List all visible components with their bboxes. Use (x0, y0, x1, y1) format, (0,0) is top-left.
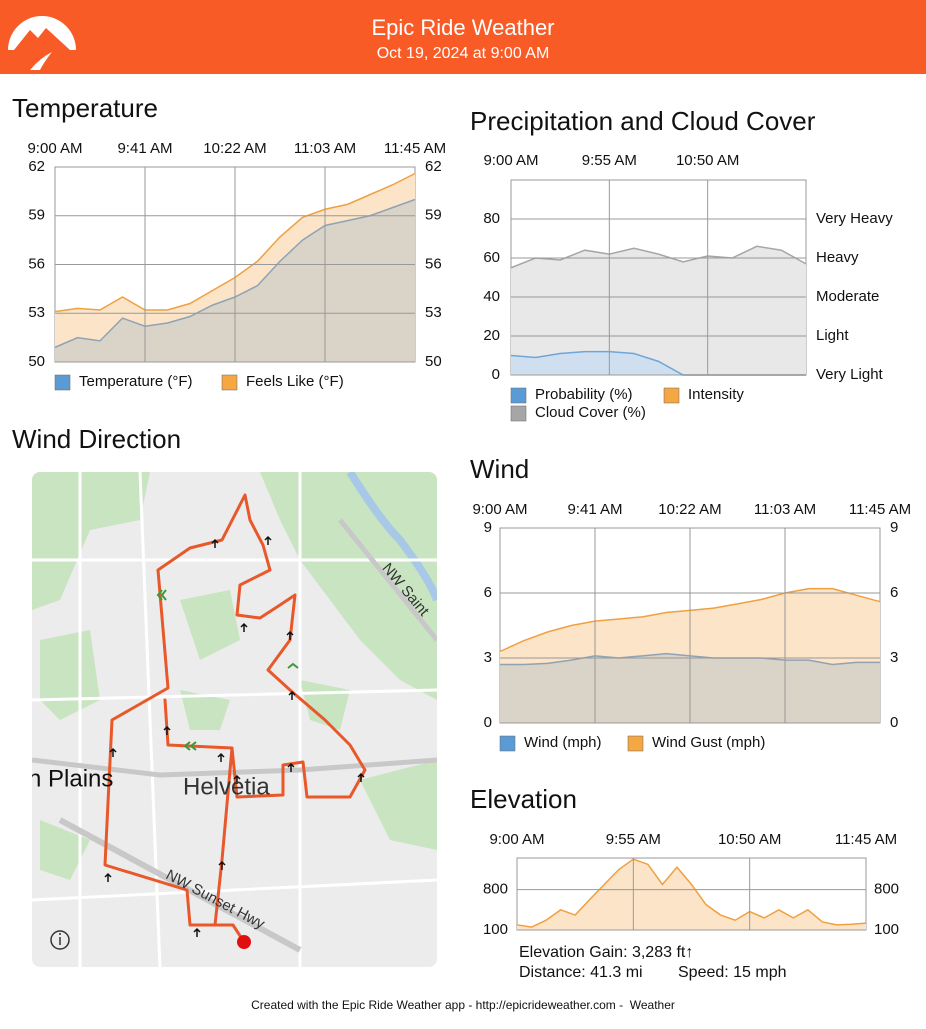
legend-label: Feels Like (°F) (246, 373, 344, 390)
map-title: Wind Direction (12, 424, 181, 454)
x-tick-label: 10:22 AM (658, 501, 721, 518)
y2-tick-label: Very Heavy (816, 210, 893, 227)
x-tick-label: 11:03 AM (754, 501, 816, 518)
area-fill (517, 859, 866, 930)
y-tick-label-right: 50 (425, 353, 442, 370)
chart-title: Elevation (470, 784, 577, 814)
x-tick-label: 9:41 AM (117, 140, 172, 157)
y2-tick-label: Very Light (816, 366, 884, 383)
y-tick-label: 0 (484, 714, 492, 731)
x-tick-label: 10:50 AM (676, 152, 739, 169)
annotation: Speed: 15 mph (678, 964, 787, 981)
x-tick-label: 11:45 AM (384, 140, 446, 157)
x-tick-label: 11:03 AM (294, 140, 356, 157)
legend-swatch (627, 735, 644, 752)
annotation: Elevation Gain: 3,283 ft↑ (519, 944, 693, 961)
legend-swatch (510, 405, 527, 422)
legend-swatch (221, 374, 238, 391)
map: n Plains Helvetia NW Sunset Hwy NW Saint (28, 472, 437, 967)
legend-label: Wind (mph) (524, 734, 602, 751)
y-tick-label: 60 (483, 249, 500, 266)
y-tick-label: 50 (28, 353, 45, 370)
y-tick-label-right: 6 (890, 584, 898, 601)
legend-swatch (54, 374, 71, 391)
legend-label: Probability (%) (535, 386, 633, 403)
y-tick-label-right: 3 (890, 649, 898, 666)
y-tick-label-right: 0 (890, 714, 898, 731)
header-bar (0, 0, 926, 74)
annotation: Distance: 41.3 mi (519, 964, 643, 981)
logo (8, 16, 76, 70)
x-tick-label: 9:41 AM (567, 501, 622, 518)
chart-title: Wind (470, 454, 529, 484)
series-line (516, 858, 867, 928)
header-subtitle: Oct 19, 2024 at 9:00 AM (377, 45, 550, 62)
legend-label: Temperature (°F) (79, 373, 193, 390)
map-label: n Plains (28, 765, 113, 792)
y-tick-label-right: 56 (425, 255, 442, 272)
y-tick-label: 800 (483, 881, 508, 898)
x-tick-label: 11:45 AM (849, 501, 911, 518)
y-tick-label: 62 (28, 158, 45, 175)
y-tick-label: 6 (484, 584, 492, 601)
x-tick-label: 9:55 AM (582, 152, 637, 169)
y-tick-label: 100 (483, 921, 508, 938)
y-tick-label: 9 (484, 519, 492, 536)
x-tick-label: 10:22 AM (203, 140, 266, 157)
y-tick-label: 20 (483, 327, 500, 344)
x-tick-label: 9:00 AM (472, 501, 527, 518)
y2-tick-label: Light (816, 327, 849, 344)
x-tick-label: 9:00 AM (27, 140, 82, 157)
series-line (510, 245, 807, 269)
area-fill (511, 351, 806, 375)
header-title: Epic Ride Weather (371, 15, 554, 40)
x-tick-label: 9:55 AM (606, 831, 661, 848)
legend-label: Wind Gust (mph) (652, 734, 765, 751)
y-tick-label-right: 9 (890, 519, 898, 536)
chart-title: Temperature (12, 93, 158, 123)
x-tick-label: 10:50 AM (718, 831, 781, 848)
y-tick-label-right: 100 (874, 921, 899, 938)
y-tick-label-right: 800 (874, 881, 899, 898)
legend-swatch (499, 735, 516, 752)
legend-swatch (663, 387, 680, 404)
y-tick-label-right: 53 (425, 304, 442, 321)
y-tick-label: 59 (28, 207, 45, 224)
y-tick-label: 40 (483, 288, 500, 305)
footer: Created with the Epic Ride Weather app -… (251, 998, 675, 1012)
legend-swatch (510, 387, 527, 404)
chart-title: Precipitation and Cloud Cover (470, 106, 816, 136)
legend-label: Cloud Cover (%) (535, 404, 646, 421)
x-tick-label: 11:45 AM (835, 831, 897, 848)
legend-label: Intensity (688, 386, 744, 403)
area-fill (511, 246, 806, 375)
map-label: Helvetia (183, 773, 270, 800)
y2-tick-label: Heavy (816, 249, 859, 266)
y2-tick-label: Moderate (816, 288, 879, 305)
y-tick-label: 56 (28, 255, 45, 272)
y-tick-label: 0 (492, 366, 500, 383)
y-tick-label-right: 59 (425, 207, 442, 224)
y-tick-label: 3 (484, 649, 492, 666)
y-tick-label: 80 (483, 210, 500, 227)
y-tick-label-right: 62 (425, 158, 442, 175)
y-tick-label: 53 (28, 304, 45, 321)
x-tick-label: 9:00 AM (489, 831, 544, 848)
x-tick-label: 9:00 AM (483, 152, 538, 169)
